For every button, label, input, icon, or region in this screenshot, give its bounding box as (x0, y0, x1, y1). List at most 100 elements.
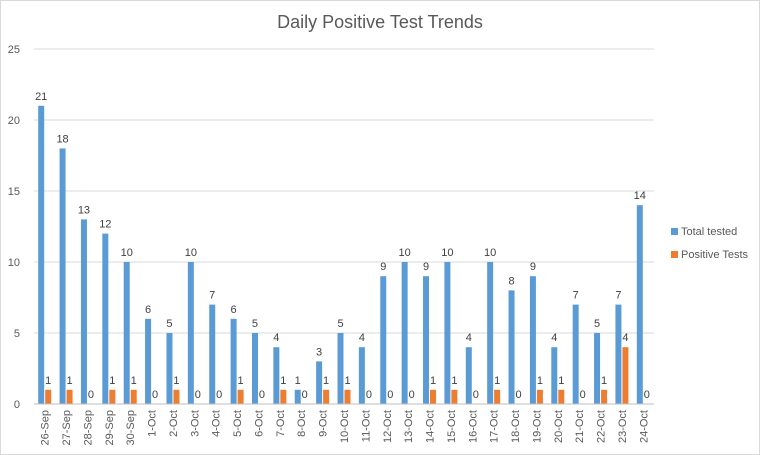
bar-total-tested (380, 276, 387, 404)
data-label-positive-tests: 1 (451, 375, 457, 387)
data-label-positive-tests: 1 (173, 375, 179, 387)
y-tick-label: 10 (8, 257, 20, 269)
data-label-total-tested: 13 (78, 204, 90, 216)
bar-positive-tests (451, 389, 458, 404)
data-label-positive-tests: 1 (280, 375, 286, 387)
data-label-positive-tests: 0 (409, 389, 415, 401)
bar-total-tested (465, 347, 472, 404)
bar-total-tested (102, 233, 109, 404)
data-label-total-tested: 7 (209, 290, 215, 302)
data-label-positive-tests: 1 (238, 375, 244, 387)
x-tick-label: 1-Oct (147, 410, 159, 437)
data-label-total-tested: 3 (316, 346, 322, 358)
data-label-positive-tests: 0 (644, 389, 650, 401)
data-label-total-tested: 5 (166, 318, 172, 330)
data-label-positive-tests: 1 (601, 375, 607, 387)
legend-swatch-positive-tests (671, 251, 678, 258)
bar-total-tested (594, 333, 601, 404)
bar-total-tested (444, 262, 451, 404)
x-tick-label: 2-Oct (168, 410, 180, 437)
x-tick-label: 23-Oct (617, 410, 629, 443)
x-tick-label: 24-Oct (638, 410, 650, 443)
data-label-total-tested: 21 (35, 91, 47, 103)
data-label-positive-tests: 0 (302, 389, 308, 401)
bar-total-tested (145, 318, 152, 404)
bar-total-tested (209, 304, 216, 404)
legend-label-positive-tests: Positive Tests (681, 249, 749, 261)
x-axis: 26-Sep 27-Sep 28-Sep 29-Sep 30-Sep 1-Oct 2-Oct… (34, 403, 654, 445)
bar-total-tested (337, 333, 344, 404)
bar-total-tested (529, 276, 536, 404)
bar-total-tested (508, 290, 515, 404)
x-tick-label: 11-Oct (360, 410, 372, 442)
x-tick-label: 4-Oct (211, 410, 223, 437)
data-label-positive-tests: 0 (366, 389, 372, 401)
x-tick-label: 17-Oct (489, 410, 501, 443)
data-label-positive-tests: 1 (45, 375, 51, 387)
data-labels: 2118131210651076541354910910410894757141… (35, 91, 650, 401)
bar-total-tested (166, 333, 173, 404)
data-label-total-tested: 10 (441, 247, 453, 259)
x-tick-label: 22-Oct (596, 410, 608, 443)
data-label-total-tested: 10 (484, 247, 496, 259)
x-tick-label: 10-Oct (339, 410, 351, 443)
data-label-positive-tests: 0 (152, 389, 158, 401)
bar-positive-tests (66, 389, 73, 404)
x-tick-label: 9-Oct (318, 410, 330, 437)
bar-total-tested (187, 262, 194, 404)
data-label-positive-tests: 1 (131, 375, 137, 387)
data-label-total-tested: 4 (273, 332, 279, 344)
bar-total-tested (636, 205, 643, 404)
bar-positive-tests (622, 347, 629, 404)
data-label-total-tested: 12 (99, 219, 111, 231)
x-tick-label: 14-Oct (425, 410, 437, 443)
bar-total-tested (316, 361, 323, 404)
bar-positive-tests (494, 389, 501, 404)
bar-total-tested (487, 262, 494, 404)
data-label-positive-tests: 0 (515, 389, 521, 401)
data-label-total-tested: 7 (573, 290, 579, 302)
bar-positive-tests (601, 389, 608, 404)
y-tick-label: 20 (8, 115, 20, 127)
x-tick-label: 13-Oct (403, 410, 415, 443)
x-tick-label: 5-Oct (232, 410, 244, 437)
y-tick-label: 15 (8, 186, 20, 198)
bar-positive-tests (173, 389, 180, 404)
data-label-total-tested: 4 (466, 332, 472, 344)
x-tick-label: 7-Oct (275, 410, 287, 437)
data-label-positive-tests: 1 (67, 375, 73, 387)
data-label-total-tested: 18 (56, 133, 68, 145)
data-label-positive-tests: 1 (430, 375, 436, 387)
data-label-positive-tests: 4 (622, 332, 628, 344)
data-label-total-tested: 1 (295, 375, 301, 387)
bar-positive-tests (430, 389, 437, 404)
data-label-positive-tests: 1 (344, 375, 350, 387)
x-tick-label: 20-Oct (553, 410, 565, 443)
data-label-positive-tests: 0 (259, 389, 265, 401)
data-label-positive-tests: 1 (494, 375, 500, 387)
x-tick-label: 3-Oct (189, 410, 201, 437)
bar-positive-tests (344, 389, 351, 404)
x-tick-label: 15-Oct (446, 410, 458, 443)
bar-total-tested (80, 219, 87, 404)
data-label-total-tested: 4 (551, 332, 557, 344)
x-tick-label: 19-Oct (531, 410, 543, 443)
bar-total-tested (572, 304, 579, 404)
data-label-positive-tests: 0 (473, 389, 479, 401)
data-label-total-tested: 10 (185, 247, 197, 259)
bar-total-tested (294, 389, 301, 404)
data-label-total-tested: 4 (359, 332, 365, 344)
bar-total-tested (59, 148, 66, 404)
legend-swatch-total-tested (671, 228, 678, 235)
bar-positive-tests (536, 389, 543, 404)
x-tick-label: 27-Sep (61, 410, 73, 445)
bar-positive-tests (130, 389, 137, 404)
bar-positive-tests (323, 389, 330, 404)
data-label-positive-tests: 0 (387, 389, 393, 401)
data-label-total-tested: 10 (121, 247, 133, 259)
data-label-total-tested: 14 (634, 190, 646, 202)
x-tick-label: 12-Oct (382, 410, 394, 443)
bar-total-tested (423, 276, 430, 404)
data-label-positive-tests: 1 (537, 375, 543, 387)
